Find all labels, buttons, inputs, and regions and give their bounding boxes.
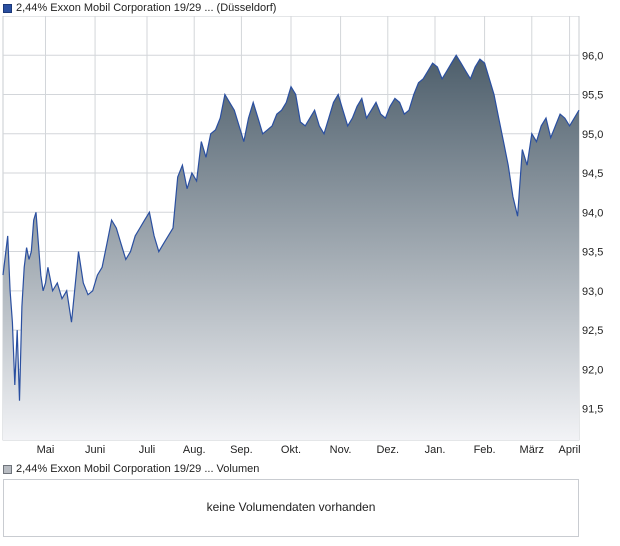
x-tick-label: Sep. [230,444,253,456]
x-tick-label: Jan. [425,444,446,456]
volume-empty-message: keine Volumendaten vorhanden [206,500,376,514]
price-chart: 91,5 92,0 92,5 93,0 93,5 94,0 94,5 95,0 95,5 96,0… [2,16,603,456]
y-tick-label: 94,0 [582,207,603,219]
x-tick-label: Nov. [330,444,352,456]
price-legend-label: 2,44% Exxon Mobil Corporation 19/29 ... … [16,2,277,14]
y-tick-label: 92,5 [582,325,603,337]
x-tick-label: Juli [139,444,156,456]
x-tick-label: März [520,444,544,456]
y-tick-label: 92,0 [582,364,603,376]
volume-legend-swatch [3,464,12,474]
x-tick-label: April [559,444,581,456]
y-tick-label: 95,0 [582,129,603,141]
price-legend-swatch [3,3,12,13]
price-legend: 2,44% Exxon Mobil Corporation 19/29 ... … [3,1,276,15]
volume-panel: keine Volumendaten vorhanden [3,479,579,537]
x-tick-label: Aug. [183,444,206,456]
x-tick-label: Mai [37,444,55,456]
x-tick-label: Juni [85,444,105,456]
y-tick-label: 94,5 [582,168,603,180]
volume-legend: 2,44% Exxon Mobil Corporation 19/29 ... … [3,462,259,476]
y-tick-label: 93,5 [582,247,603,259]
y-tick-label: 91,5 [582,404,603,416]
x-tick-label: Feb. [474,444,496,456]
y-tick-label: 96,0 [582,50,603,62]
x-axis-ticks: Mai Juni Juli Aug. Sep. Okt. Nov. Dez. Jan. Feb. M… [37,444,581,456]
y-axis-ticks: 91,5 92,0 92,5 93,0 93,5 94,0 94,5 95,0 95,5 96,0 [582,50,603,415]
volume-legend-label: 2,44% Exxon Mobil Corporation 19/29 ... … [16,463,260,475]
x-tick-label: Dez. [376,444,399,456]
price-area-fill [3,55,579,441]
y-tick-label: 95,5 [582,90,603,102]
y-tick-label: 93,0 [582,286,603,298]
x-tick-label: Okt. [281,444,301,456]
price-series-line [2,54,580,401]
